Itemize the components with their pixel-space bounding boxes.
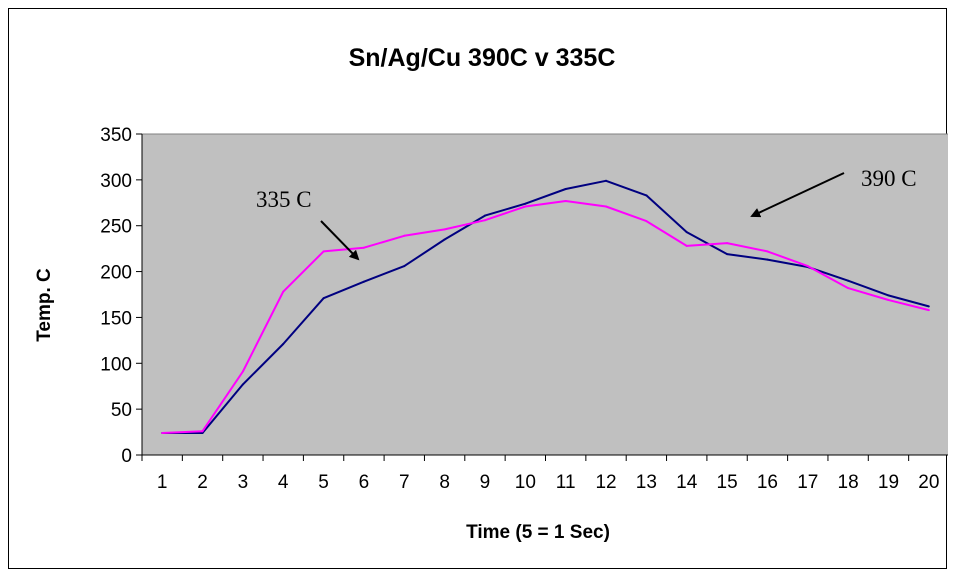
y-tick-label: 150 <box>100 308 132 329</box>
x-tick-label: 19 <box>878 472 899 493</box>
data-point-390-c <box>564 188 567 190</box>
series-line-335-c <box>162 200 930 434</box>
data-point-335-c <box>241 370 244 373</box>
data-point-335-c <box>524 205 527 208</box>
x-tick-label: 6 <box>359 472 370 493</box>
y-tick-label: 200 <box>100 263 132 284</box>
data-point-335-c <box>726 242 729 245</box>
data-point-335-c <box>282 290 285 293</box>
data-point-390-c <box>645 194 648 197</box>
annotation-390c-label: 390 C <box>861 166 917 191</box>
series-layer <box>161 179 930 434</box>
annotation-390c-arrow <box>750 172 845 218</box>
x-axis-title: Time (5 = 1 Sec) <box>466 522 610 543</box>
data-point-335-c <box>161 432 164 434</box>
data-point-335-c <box>443 228 446 231</box>
x-tick-label: 9 <box>480 472 491 493</box>
y-tick-label: 350 <box>100 125 132 146</box>
data-point-335-c <box>322 250 325 253</box>
data-point-390-c <box>927 305 930 308</box>
line-chart: Sn/Ag/Cu 390C v 335C 0 50 100 150 200 250 300 3… <box>34 44 948 543</box>
x-tick-label: 2 <box>197 472 208 493</box>
y-tick-label: 50 <box>111 400 132 421</box>
annotation-335c-arrow <box>320 220 360 261</box>
x-tick-label: 12 <box>595 472 616 493</box>
data-point-335-c <box>685 244 688 247</box>
x-tick-label: 8 <box>439 472 450 493</box>
x-tick-label: 3 <box>238 472 249 493</box>
data-point-390-c <box>241 383 244 386</box>
data-point-335-c <box>564 200 567 202</box>
y-tick-label: 100 <box>100 354 132 375</box>
x-tick-label: 16 <box>757 472 778 493</box>
y-axis: 0 50 100 150 200 250 300 350 <box>100 125 143 467</box>
data-point-335-c <box>484 219 486 222</box>
data-point-390-c <box>726 253 729 256</box>
data-point-390-c <box>362 280 365 283</box>
data-point-390-c <box>484 214 486 217</box>
data-point-390-c <box>847 279 850 282</box>
data-point-335-c <box>887 299 890 301</box>
data-point-335-c <box>362 246 365 249</box>
x-tick-label: 5 <box>318 472 329 493</box>
y-tick-label: 0 <box>121 446 132 467</box>
chart-frame: Sn/Ag/Cu 390C v 335C 0 50 100 150 200 250 300 3… <box>8 8 948 569</box>
data-point-390-c <box>887 294 890 297</box>
annotation-335c-label: 335 C <box>256 187 312 212</box>
data-point-335-c <box>806 265 809 268</box>
chart-title: Sn/Ag/Cu 390C v 335C <box>349 44 616 72</box>
data-point-390-c <box>766 258 769 261</box>
data-point-390-c <box>605 179 607 182</box>
data-point-390-c <box>403 265 406 268</box>
x-tick-label: 13 <box>636 472 657 493</box>
y-axis-title: Temp. C <box>34 268 55 342</box>
data-point-335-c <box>605 205 607 208</box>
data-point-390-c <box>282 343 285 345</box>
x-tick-label: 20 <box>918 472 939 493</box>
data-point-390-c <box>685 231 688 234</box>
data-point-390-c <box>524 202 527 205</box>
x-tick-label: 17 <box>797 472 818 493</box>
x-tick-label: 10 <box>515 472 536 493</box>
data-point-390-c <box>443 238 446 241</box>
x-tick-label: 1 <box>157 472 168 493</box>
y-tick-label: 250 <box>100 217 132 238</box>
data-point-335-c <box>847 287 850 290</box>
y-tick-label: 300 <box>100 171 132 192</box>
data-point-390-c <box>322 297 325 300</box>
series-line-390-c <box>162 179 930 434</box>
data-point-335-c <box>766 250 769 253</box>
x-tick-label: 15 <box>717 472 738 493</box>
data-point-390-c <box>201 432 204 434</box>
x-tick-label: 14 <box>676 472 698 493</box>
x-tick-label: 4 <box>278 472 289 493</box>
x-axis: 1 2 3 4 5 6 7 8 9 10 11 12 13 14 15 16 17 18 19 20 <box>141 454 948 493</box>
data-point-335-c <box>927 309 930 312</box>
x-tick-label: 18 <box>838 472 859 493</box>
data-point-335-c <box>645 220 648 223</box>
x-tick-label: 7 <box>399 472 410 493</box>
data-point-335-c <box>403 234 406 237</box>
data-point-335-c <box>201 430 204 433</box>
x-tick-label: 11 <box>556 472 576 493</box>
plot-area <box>141 133 948 456</box>
